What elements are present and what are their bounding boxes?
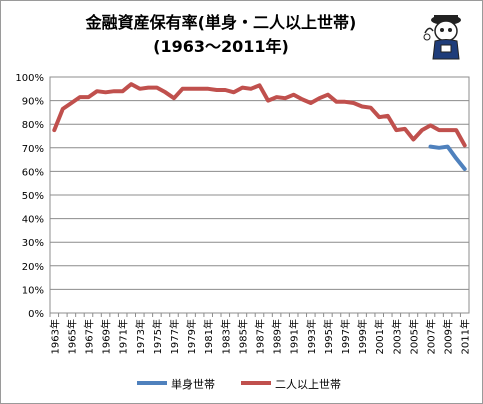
x-tick-label: 1993年 [305,319,318,354]
x-tick-label: 1979年 [185,319,198,354]
x-tick-label: 1981年 [202,319,215,354]
x-tick-label: 1971年 [117,319,130,354]
x-tick-label: 2011年 [459,319,472,354]
y-tick-label: 10% [22,285,44,296]
x-tick-label: 2003年 [390,319,403,354]
x-tick-label: 1989年 [271,319,284,354]
x-tick-label: 1995年 [322,319,335,354]
x-tick-label: 1963年 [48,319,61,354]
x-tick-label: 2001年 [373,319,386,354]
x-tick-label: 2005年 [407,319,420,354]
chart-title: 金融資産保有率(単身・二人以上世帯) [85,13,357,32]
plot-area [49,76,470,314]
y-tick-label: 30% [22,238,44,249]
x-tick-label: 1997年 [339,319,352,354]
y-tick-label: 40% [22,215,44,226]
x-tick-label: 2007年 [425,319,438,354]
x-tick-label: 1999年 [356,319,369,354]
x-tick-label: 1991年 [288,319,301,354]
y-tick-label: 100% [15,73,44,84]
x-tick-label: 1987年 [254,319,267,354]
x-tick-label: 1975年 [151,319,164,354]
x-tick-label: 1967年 [82,319,95,354]
x-tick-label: 1977年 [168,319,181,354]
series-line [52,82,467,148]
x-tick-label: 1969年 [100,319,113,354]
x-tick-label: 1973年 [134,319,147,354]
y-tick-label: 0% [28,309,44,320]
y-tick-label: 70% [22,144,44,155]
mascot-icon [423,15,461,60]
y-tick-label: 60% [22,167,44,178]
chart-subtitle: (1963〜2011年) [153,37,289,56]
y-tick-label: 80% [22,120,44,131]
series-line [428,144,467,171]
x-tick-label: 1965年 [65,319,78,354]
legend-label: 二人以上世帯 [275,378,341,391]
x-tick-label: 2009年 [442,319,455,354]
legend-label: 単身世帯 [171,377,215,391]
y-tick-label: 50% [22,191,44,202]
y-tick-label: 20% [22,262,44,273]
x-tick-label: 1985年 [236,319,249,354]
y-tick-label: 90% [22,97,44,108]
x-tick-label: 1983年 [219,319,232,354]
chart-title-block: 金融資産保有率(単身・二人以上世帯) (1963〜2011年) [41,11,401,59]
